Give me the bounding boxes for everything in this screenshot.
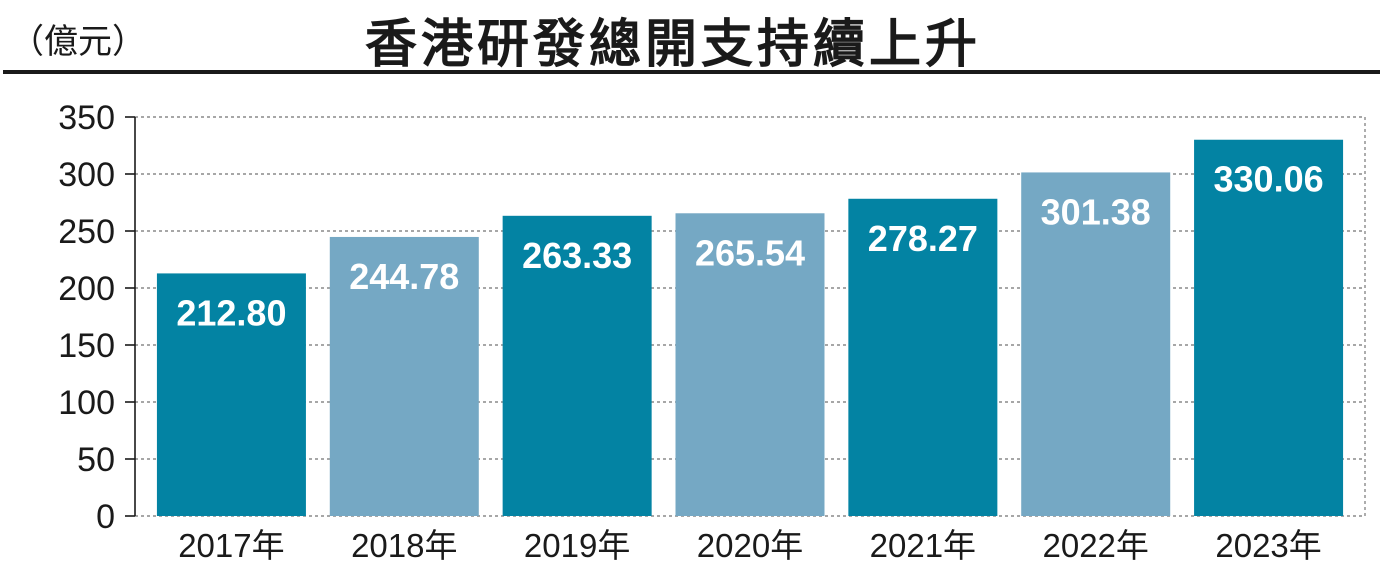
x-tick-label: 2018年 — [351, 527, 457, 564]
bar — [502, 215, 652, 516]
y-tick-label: 100 — [58, 384, 115, 422]
bar — [1194, 139, 1344, 516]
bar-value-label: 212.80 — [176, 292, 286, 333]
bar — [156, 273, 306, 516]
y-axis-ticks: 0 50 100 150 200 250 300 350 — [58, 99, 115, 536]
bar-value-label: 301.38 — [1041, 191, 1151, 232]
bars — [156, 139, 1344, 516]
y-tick-label: 250 — [58, 213, 115, 251]
bar-value-label: 330.06 — [1214, 159, 1324, 200]
x-tick-label: 2023年 — [1215, 527, 1321, 564]
x-tick-label: 2020年 — [697, 527, 803, 564]
bar-value-label: 278.27 — [868, 218, 978, 259]
y-tick-label: 50 — [77, 441, 115, 479]
y-tick-label: 0 — [96, 498, 115, 536]
chart-title: 香港研發總開支持續上升 — [365, 16, 982, 74]
x-tick-label: 2022年 — [1043, 527, 1149, 564]
x-axis-labels: 2017年 2018年 2019年 2020年 2021年 2022年 2023年 — [178, 527, 1322, 564]
x-tick-label: 2019年 — [524, 527, 630, 564]
y-tick-label: 300 — [58, 156, 115, 194]
bar — [848, 198, 998, 516]
x-tick-label: 2017年 — [178, 527, 284, 564]
unit-label: （億元） — [10, 23, 146, 61]
bar — [675, 213, 825, 516]
y-tick-label: 350 — [58, 99, 115, 137]
bar-value-label: 244.78 — [349, 256, 459, 297]
value-labels: 212.80 244.78 263.33 265.54 278.27 301.38 330.… — [176, 159, 1323, 334]
bar-value-label: 265.54 — [695, 232, 805, 273]
y-tick-label: 150 — [58, 327, 115, 365]
title-rule — [3, 70, 1380, 74]
bar — [329, 236, 479, 516]
bar-value-label: 263.33 — [522, 235, 632, 276]
x-tick-label: 2021年 — [870, 527, 976, 564]
y-tick-label: 200 — [58, 270, 115, 308]
bar — [1021, 172, 1171, 516]
